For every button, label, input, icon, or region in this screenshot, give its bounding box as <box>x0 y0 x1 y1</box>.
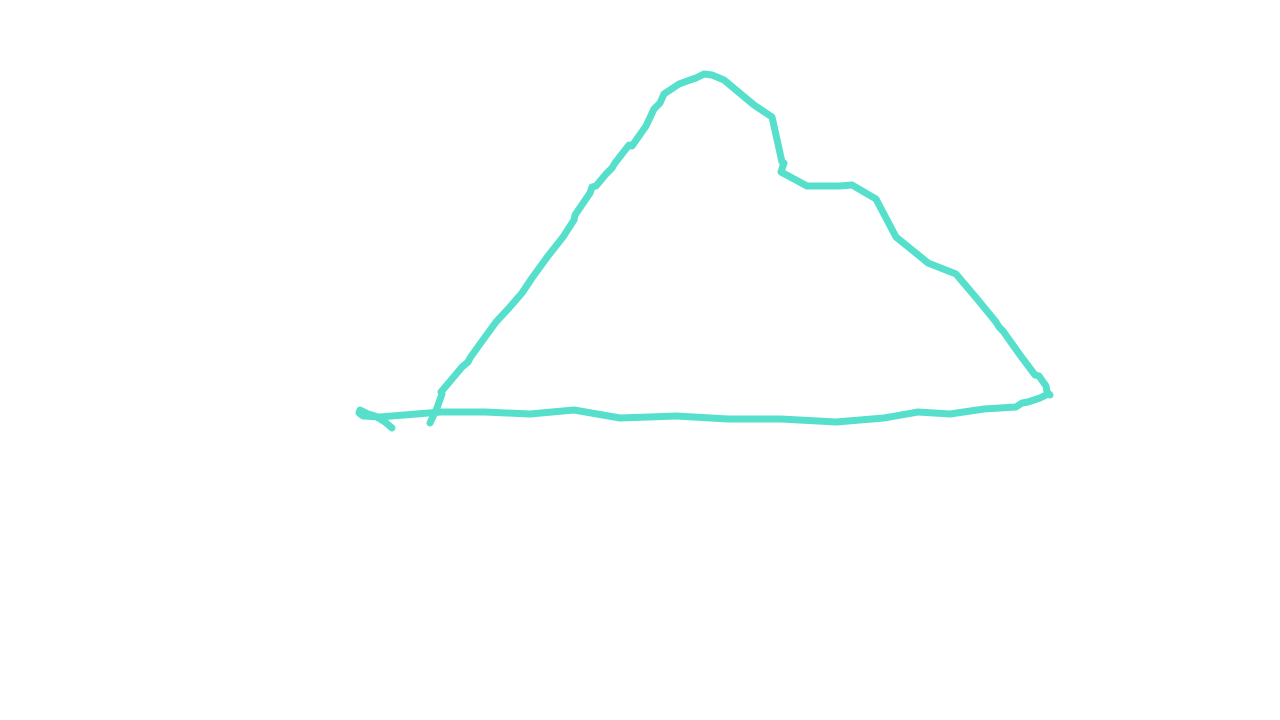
mountain-ridge-stroke <box>426 70 1054 427</box>
mountain-sketch <box>355 70 1054 432</box>
mountain-base-stroke <box>355 391 1050 432</box>
